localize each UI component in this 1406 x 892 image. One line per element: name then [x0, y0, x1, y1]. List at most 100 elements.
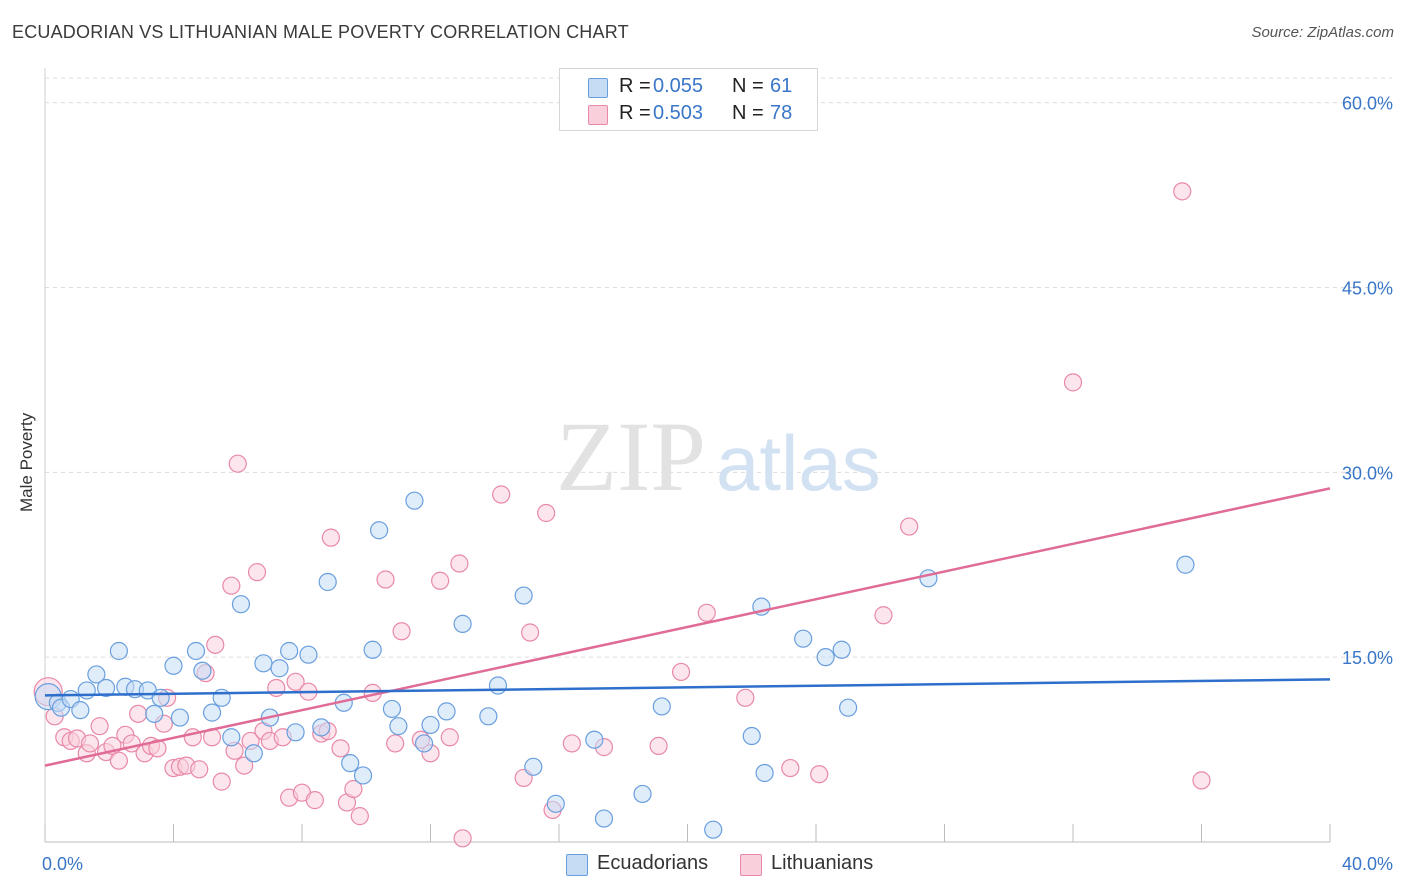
source-label: Source: ZipAtlas.com	[1251, 24, 1394, 41]
ecuadorians-point	[453, 614, 472, 633]
lithuanians-point	[148, 739, 167, 758]
ecuadorians-point	[546, 794, 565, 813]
lithuanians-point	[305, 791, 324, 810]
lithuanians-point	[206, 635, 225, 654]
lithuanians-point	[671, 662, 691, 682]
x-tick-label-1: 40.0%	[1342, 854, 1393, 874]
lithuanians-point	[1063, 373, 1083, 392]
ecuadorians-point	[1176, 555, 1195, 574]
legend-row-ecuadorians: R = 0.055 N = 61	[560, 75, 817, 101]
ecuadorians-point	[839, 698, 858, 717]
ecuadorians-point	[742, 726, 761, 746]
legend-r-label: R =	[619, 102, 651, 124]
ecuadorians-point	[514, 586, 533, 605]
ecuadorians-point	[414, 734, 434, 753]
legend-r-value: 0.503	[653, 102, 704, 124]
lithuanians-point	[109, 751, 128, 770]
lithuanians-point	[736, 688, 755, 707]
series-legend: Ecuadorians Lithuanians	[0, 852, 1406, 878]
lithuanians-point	[129, 704, 148, 723]
lithuanians-point	[80, 734, 100, 753]
lithuanians-point	[440, 728, 459, 747]
ecuadorians-point	[421, 715, 440, 735]
ecuadorians-point	[96, 678, 116, 698]
ecuadorians-point	[353, 766, 373, 785]
ecuadorians-point	[370, 521, 389, 540]
ecuadorians-point	[633, 784, 652, 804]
legend-swatch-blue	[588, 78, 608, 98]
ecuadorians-point	[524, 757, 543, 776]
lithuanians-point	[235, 756, 254, 775]
lithuanians-points	[33, 182, 1211, 848]
legend-r-value: 0.055	[653, 75, 704, 97]
ecuadorians-point	[488, 676, 508, 695]
lithuanians-point	[376, 570, 395, 589]
ecuadorians-trend-line	[44, 678, 1331, 697]
ecuadorians-point	[816, 648, 835, 667]
lithuanians-point	[267, 678, 286, 698]
lithuanians-point	[190, 760, 209, 779]
lithuanians-point	[453, 829, 472, 848]
lithuanians-point	[900, 517, 919, 536]
watermark-atlas: atlas	[716, 419, 881, 507]
ecuadorians-point	[151, 688, 170, 707]
lithuanians-point	[331, 739, 350, 758]
ecuadorians-point	[585, 730, 604, 749]
correlation-legend: R = 0.055 N = 61 R = 0.503 N = 78	[559, 68, 818, 131]
ecuadorians-point	[77, 681, 96, 700]
ecuadorians-points	[34, 491, 1195, 839]
ecuadorians-point	[919, 569, 938, 588]
ecuadorians-point	[193, 661, 212, 680]
lithuanians-trend-line	[44, 487, 1331, 767]
ecuadorians-point	[405, 491, 424, 510]
tick-labels: 15.0% 30.0% 45.0% 60.0% 0.0% 40.0%	[42, 94, 1393, 874]
ecuadorians-point	[652, 697, 671, 716]
ecuadorians-point	[164, 656, 183, 675]
legend-n-label: N =	[732, 75, 764, 97]
lithuanians-point	[520, 623, 540, 642]
lithuanians-point	[874, 606, 893, 625]
lithuanians-point	[222, 576, 241, 595]
watermark-zip: ZIP	[556, 401, 706, 512]
ecuadorians-point	[270, 659, 289, 678]
legend-n-value: 61	[770, 75, 793, 97]
trend-lines	[44, 487, 1331, 767]
ecuadorians-point	[280, 641, 299, 661]
lithuanians-point	[781, 758, 800, 778]
lithuanians-point	[450, 554, 469, 573]
y-axis-label: Male Poverty	[17, 412, 36, 512]
x-tick-label-0: 0.0%	[42, 854, 83, 874]
legend-swatch-blue	[566, 854, 588, 876]
ecuadorians-point	[254, 654, 273, 673]
ecuadorians-point	[363, 640, 382, 659]
y-tick-label-0: 15.0%	[1342, 648, 1393, 668]
lithuanians-point	[431, 571, 450, 590]
ecuadorians-point	[109, 641, 128, 661]
ecuadorians-point	[231, 595, 251, 614]
ecuadorians-point	[145, 704, 164, 723]
ecuadorians-point	[389, 717, 408, 736]
lithuanians-point	[321, 528, 341, 547]
ecuadorians-point	[87, 665, 106, 684]
legend-label-ecuadorians: Ecuadorians	[597, 852, 709, 874]
lithuanians-point	[350, 807, 369, 826]
lithuanians-point	[344, 779, 363, 799]
lithuanians-point	[386, 734, 405, 753]
ecuadorians-point	[312, 718, 331, 737]
lithuanians-point	[90, 717, 109, 736]
lithuanians-point	[1173, 182, 1192, 201]
chart-title: ECUADORIAN VS LITHUANIAN MALE POVERTY CO…	[12, 22, 629, 42]
ecuadorians-point	[794, 629, 813, 648]
lithuanians-point	[247, 563, 267, 582]
watermark: ZIP atlas	[556, 401, 881, 512]
lithuanians-point	[649, 736, 668, 755]
lithuanians-point	[810, 765, 829, 784]
ecuadorians-point	[437, 702, 456, 721]
ecuadorians-point	[832, 640, 851, 659]
ecuadorians-point	[186, 641, 206, 661]
ecuadorians-point	[755, 763, 774, 783]
lithuanians-point	[697, 603, 716, 622]
ecuadorians-point	[382, 699, 402, 719]
ecuadorians-point	[244, 744, 263, 763]
